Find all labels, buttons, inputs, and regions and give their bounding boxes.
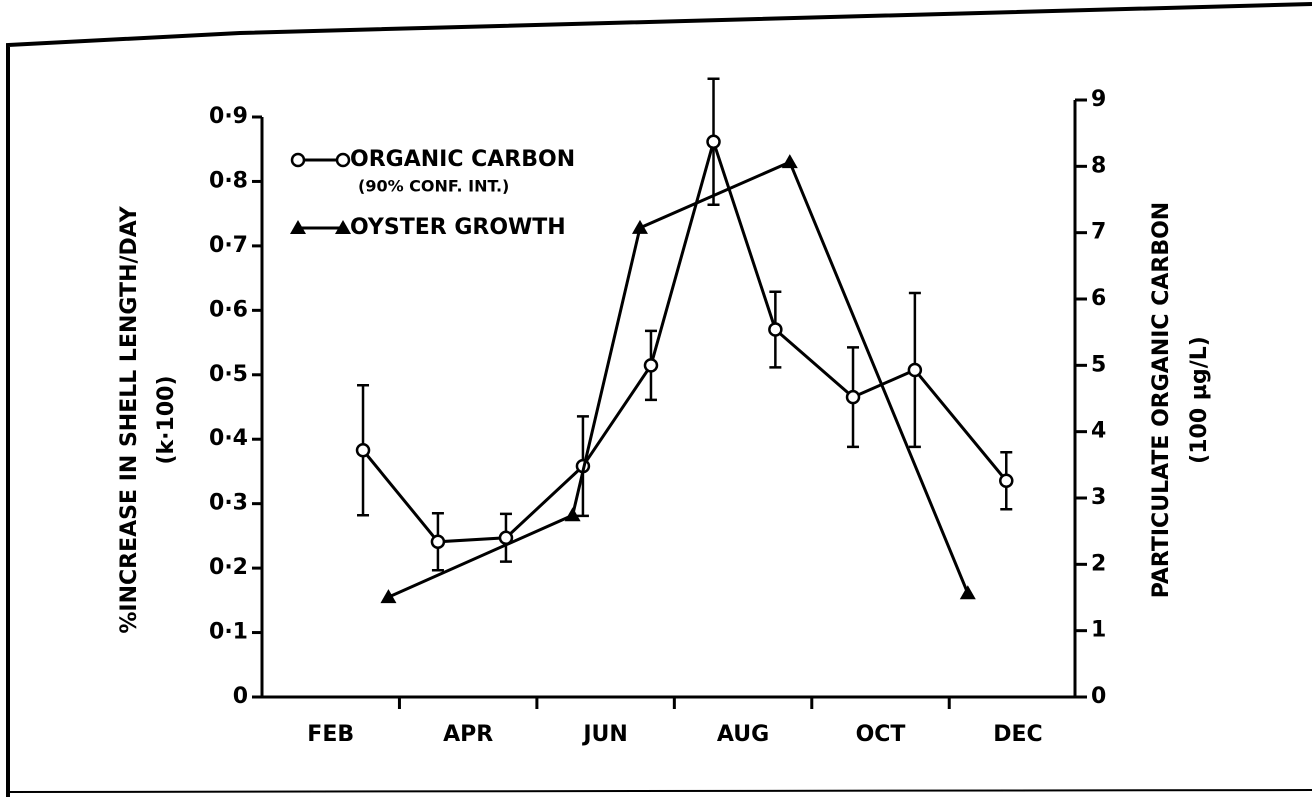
legend-marker xyxy=(335,220,351,234)
marker xyxy=(564,507,581,522)
x-tick-label: DEC xyxy=(993,722,1042,747)
frame xyxy=(6,2,1312,797)
marker xyxy=(643,358,659,373)
y2-tick-label: 9 xyxy=(1091,87,1106,112)
marker xyxy=(355,442,371,458)
legend-note: (90% CONF. INT.) xyxy=(358,177,509,196)
marker xyxy=(959,585,976,600)
legend-marker xyxy=(335,152,351,168)
marker xyxy=(380,589,397,604)
y2-axis-label: PARTICULATE ORGANIC CARBON xyxy=(1149,202,1174,598)
y2-tick-label: 7 xyxy=(1091,220,1106,245)
marker xyxy=(631,219,648,234)
y-tick-label: 0·8 xyxy=(209,168,248,193)
y-tick-label: 0 xyxy=(233,684,248,709)
y2-axis-sublabel: (100 µg/L) xyxy=(1187,336,1212,464)
y-axis-label: %INCREASE IN SHELL LENGTH/DAY xyxy=(117,205,142,633)
y2-tick-label: 3 xyxy=(1091,485,1106,510)
marker xyxy=(768,322,783,337)
marker xyxy=(706,134,721,150)
marker xyxy=(430,534,446,550)
x-tick-label: OCT xyxy=(856,722,906,747)
series-line xyxy=(361,136,1008,544)
y-tick-label: 0·2 xyxy=(209,555,248,580)
marker xyxy=(907,362,923,378)
y-tick-label: 0·7 xyxy=(209,233,248,258)
x-tick-label: APR xyxy=(443,722,493,747)
x-tick-label: AUG xyxy=(717,722,769,747)
legend-marker xyxy=(290,152,306,168)
marker xyxy=(781,154,798,169)
y2-tick-label: 1 xyxy=(1091,618,1106,643)
x-tick-label: JUN xyxy=(581,722,627,747)
y-tick-label: 0·4 xyxy=(209,426,248,451)
legend-marker xyxy=(290,220,306,234)
legend-label: OYSTER GROWTH xyxy=(350,215,566,240)
y-axis-sublabel: (k·100) xyxy=(154,375,179,464)
marker xyxy=(845,389,861,405)
marker xyxy=(999,473,1014,489)
y-tick-label: 0·5 xyxy=(209,362,248,387)
x-tick-label: FEB xyxy=(307,722,354,747)
y2-tick-label: 8 xyxy=(1091,153,1106,178)
y-tick-label: 0·1 xyxy=(209,620,248,645)
y2-tick-label: 6 xyxy=(1091,286,1106,311)
y-tick-label: 0·3 xyxy=(209,491,248,516)
y2-tick-label: 0 xyxy=(1091,684,1106,709)
y-tick-label: 0·9 xyxy=(209,104,248,129)
frame xyxy=(7,789,1312,793)
y2-tick-label: 4 xyxy=(1091,419,1106,444)
legend-label: ORGANIC CARBON xyxy=(350,147,575,172)
y2-tick-label: 5 xyxy=(1091,352,1106,377)
y2-tick-label: 2 xyxy=(1091,551,1106,576)
y-tick-label: 0·6 xyxy=(209,297,248,322)
